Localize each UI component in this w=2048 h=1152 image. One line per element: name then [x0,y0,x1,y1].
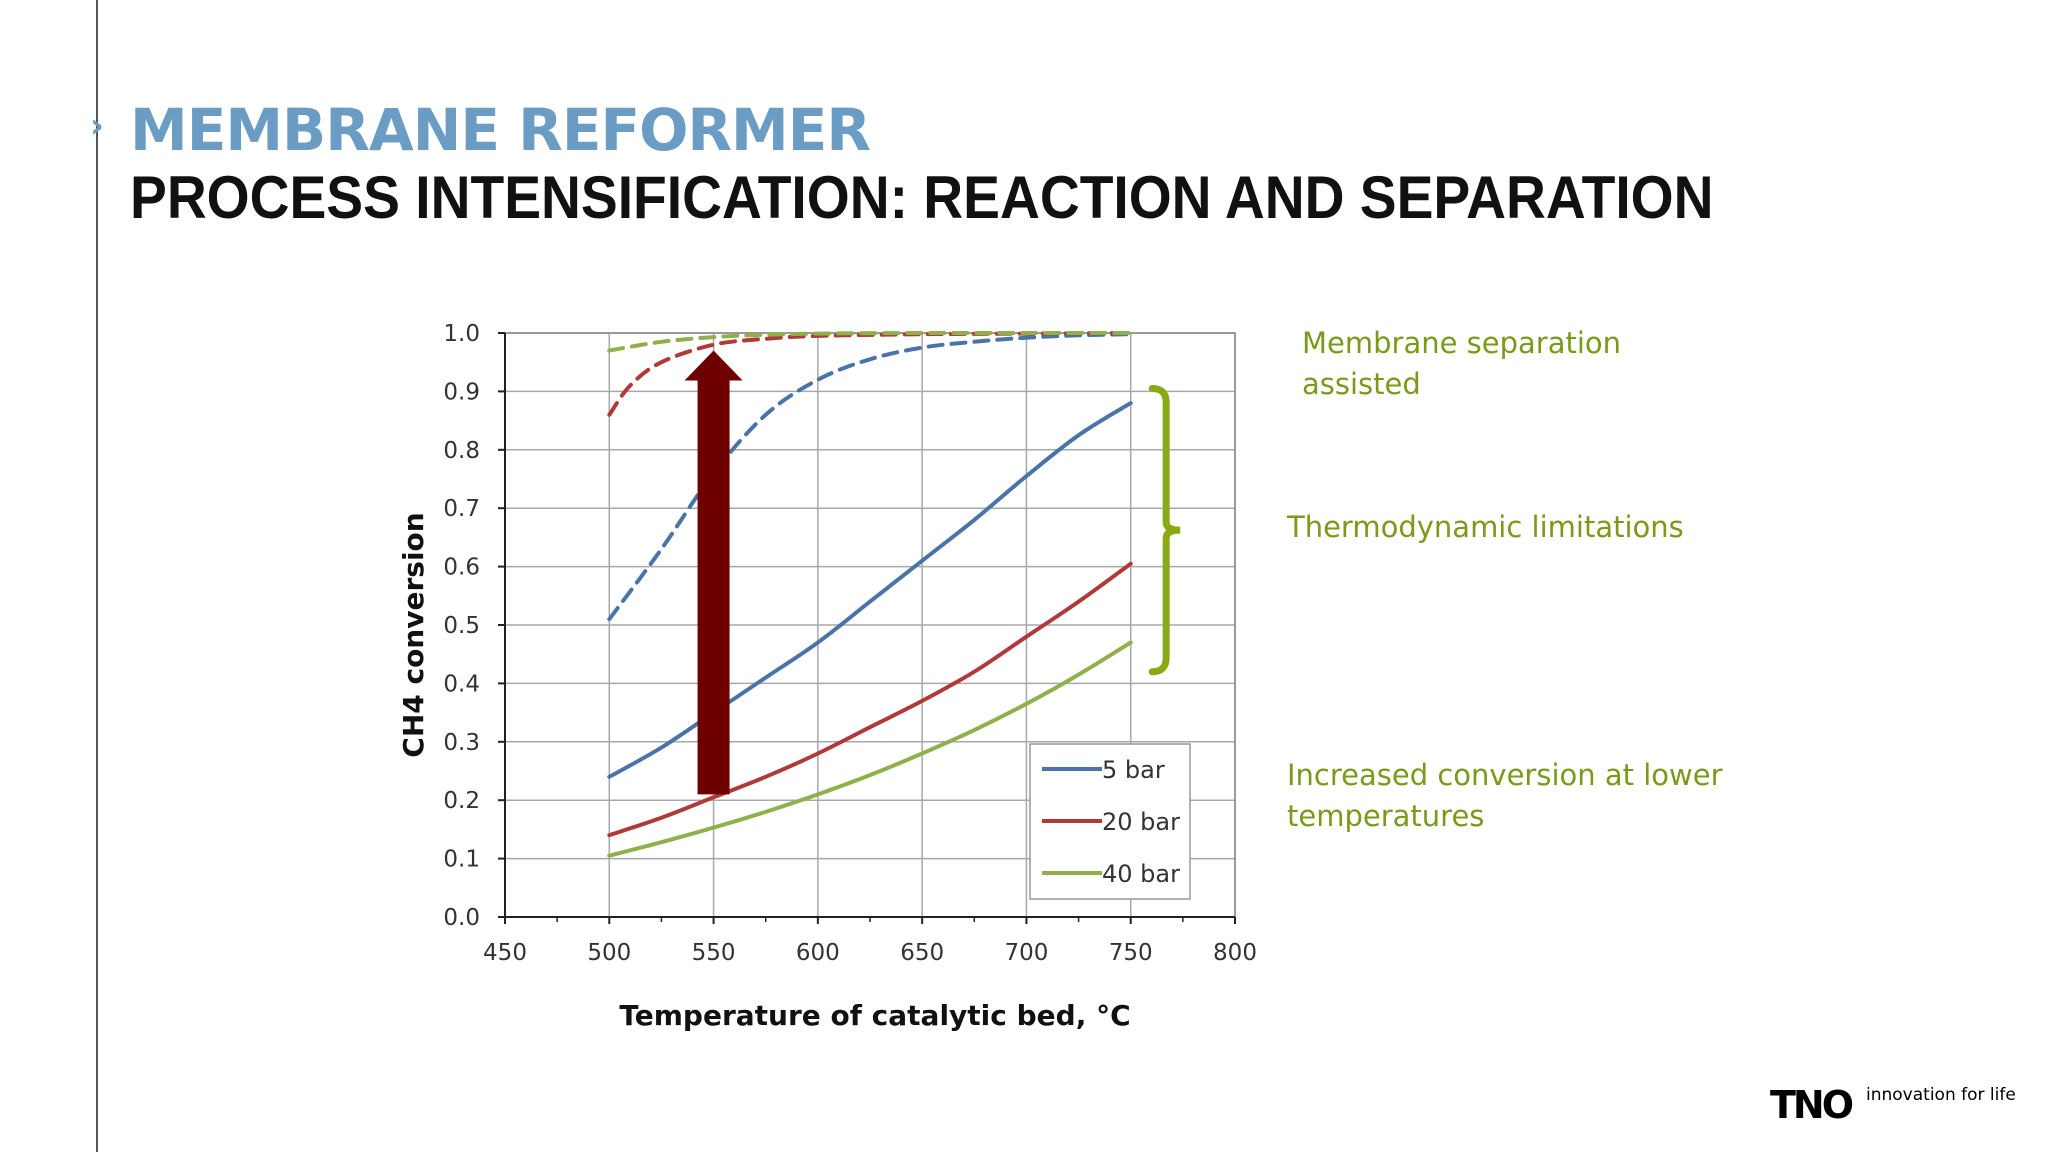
series-line-dashed-3 [607,332,1133,622]
tno-tagline: innovation for life [1866,1085,2016,1105]
series-line-dashed-5 [607,330,1133,353]
x-tick-label: 550 [692,940,736,966]
y-tick-label: 0.4 [443,671,480,697]
annotation-thermo: Thermodynamic limitations [1287,510,1684,544]
slide-subtitle: PROCESS INTENSIFICATION: REACTION AND SE… [130,164,1714,231]
annotation-membrane: Membrane separation assisted [1302,326,1622,401]
legend-label: 5 bar [1102,756,1165,784]
series-line-1 [607,561,1133,838]
y-tick-label: 1.0 [443,321,480,347]
tno-logo: TNO [1770,1083,1854,1127]
y-tick-label: 0.0 [443,905,480,931]
y-tick-label: 0.5 [443,613,480,639]
y-tick-label: 0.7 [443,496,480,522]
y-tick-label: 0.1 [443,847,480,873]
series-line-dashed-4 [607,331,1133,417]
y-tick-label: 0.8 [443,438,480,464]
series-line-2 [607,640,1133,858]
x-tick-label: 700 [1004,940,1048,966]
thermo-bracket [1148,384,1181,676]
y-tick-label: 0.9 [443,379,480,405]
legend-label: 20 bar [1102,808,1180,836]
slide-left-rule [96,0,98,1152]
y-tick-label: 0.6 [443,555,480,581]
x-axis-label: Temperature of catalytic bed, °C [619,999,1130,1032]
slide-title: MEMBRANE REFORMER [130,96,871,164]
y-tick-label: 0.3 [443,730,480,756]
x-tick-label: 500 [587,940,631,966]
y-tick-label: 0.2 [443,788,480,814]
legend-label: 40 bar [1102,860,1180,888]
y-axis-label: CH4 conversion [397,512,430,757]
x-tick-label: 800 [1213,940,1257,966]
x-tick-label: 650 [900,940,944,966]
increase-arrow [684,350,743,795]
x-tick-label: 600 [796,940,840,966]
x-tick-label: 450 [483,940,527,966]
annotation-increased: Increased conversion at lower temperatur… [1287,758,1723,833]
x-tick-label: 750 [1109,940,1153,966]
